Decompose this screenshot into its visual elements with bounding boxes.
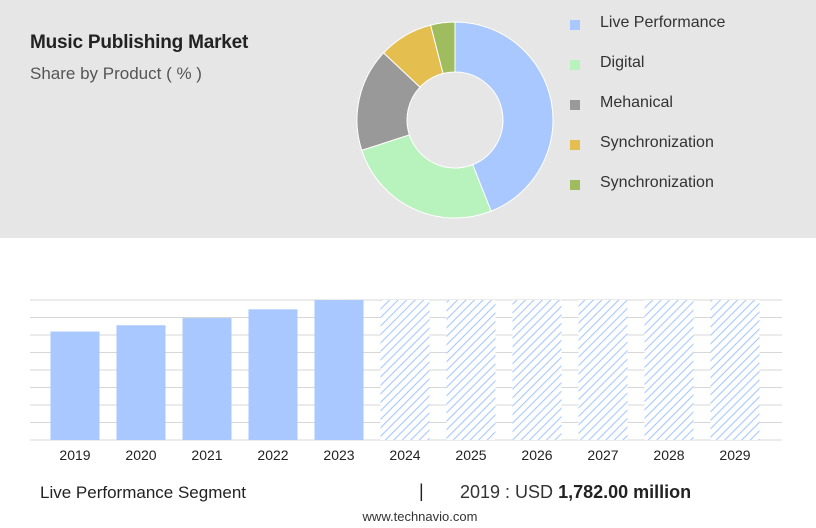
donut-chart — [356, 21, 554, 219]
bar-2019 — [50, 331, 100, 440]
forecast-bar-2025 — [446, 300, 496, 440]
legend: Live Performance Digital Mehanical Synchron… — [570, 14, 810, 214]
forecast-bar-2027 — [578, 300, 628, 440]
forecast-bar-2026 — [512, 300, 562, 440]
legend-label: Digital — [600, 54, 645, 71]
legend-item-4: Synchronization — [570, 174, 810, 214]
legend-item-3: Synchronization — [570, 134, 810, 174]
legend-label: Synchronization — [600, 174, 714, 191]
legend-swatch — [570, 180, 580, 190]
legend-item-0: Live Performance — [570, 14, 810, 54]
legend-swatch — [570, 100, 580, 110]
donut-slice-0 — [454, 21, 554, 212]
footer-divider: | — [419, 481, 424, 501]
legend-item-1: Digital — [570, 54, 810, 94]
chart-subtitle: Share by Product ( % ) — [30, 64, 202, 83]
legend-item-2: Mehanical — [570, 94, 810, 134]
x-tick-label: 2021 — [191, 447, 222, 463]
x-tick-label: 2020 — [125, 447, 156, 463]
bar-2022 — [248, 309, 298, 440]
x-tick-label: 2023 — [323, 447, 354, 463]
x-tick-label: 2025 — [455, 447, 486, 463]
bar-2020 — [116, 325, 166, 440]
bar-chart: 2019 2020 2021 2022 2023 2024 2025 2026 2027 2028… — [30, 299, 782, 463]
forecast-bar-2029 — [710, 300, 760, 440]
forecast-bar-2028 — [644, 300, 694, 440]
legend-swatch — [570, 20, 580, 30]
x-tick-label: 2024 — [389, 447, 420, 463]
x-tick-label: 2022 — [257, 447, 288, 463]
bar-2023 — [314, 300, 364, 440]
x-tick-label: 2027 — [587, 447, 618, 463]
segment-value-amount: 1,782.00 million — [558, 482, 692, 502]
legend-swatch — [570, 140, 580, 150]
source-url: www.technavio.com — [362, 509, 478, 524]
donut-slice-4 — [430, 21, 456, 75]
segment-label: Live Performance Segment — [40, 483, 246, 502]
donut-slice-1 — [361, 134, 492, 219]
x-tick-label: 2029 — [719, 447, 750, 463]
legend-swatch — [570, 60, 580, 70]
x-tick-label: 2028 — [653, 447, 684, 463]
segment-value-prefix: 2019 : USD — [460, 482, 559, 502]
x-tick-label: 2026 — [521, 447, 552, 463]
summary-panel: Music Publishing Market Share by Product… — [0, 0, 816, 238]
chart-title: Music Publishing Market — [30, 32, 249, 53]
legend-label: Synchronization — [600, 134, 714, 151]
forecast-bar-2024 — [380, 300, 430, 440]
segment-value: 2019 : USD 1,782.00 million — [460, 482, 691, 503]
legend-label: Live Performance — [600, 14, 726, 31]
x-tick-label: 2019 — [59, 447, 90, 463]
bar-2021 — [182, 318, 232, 440]
legend-label: Mehanical — [600, 94, 673, 111]
